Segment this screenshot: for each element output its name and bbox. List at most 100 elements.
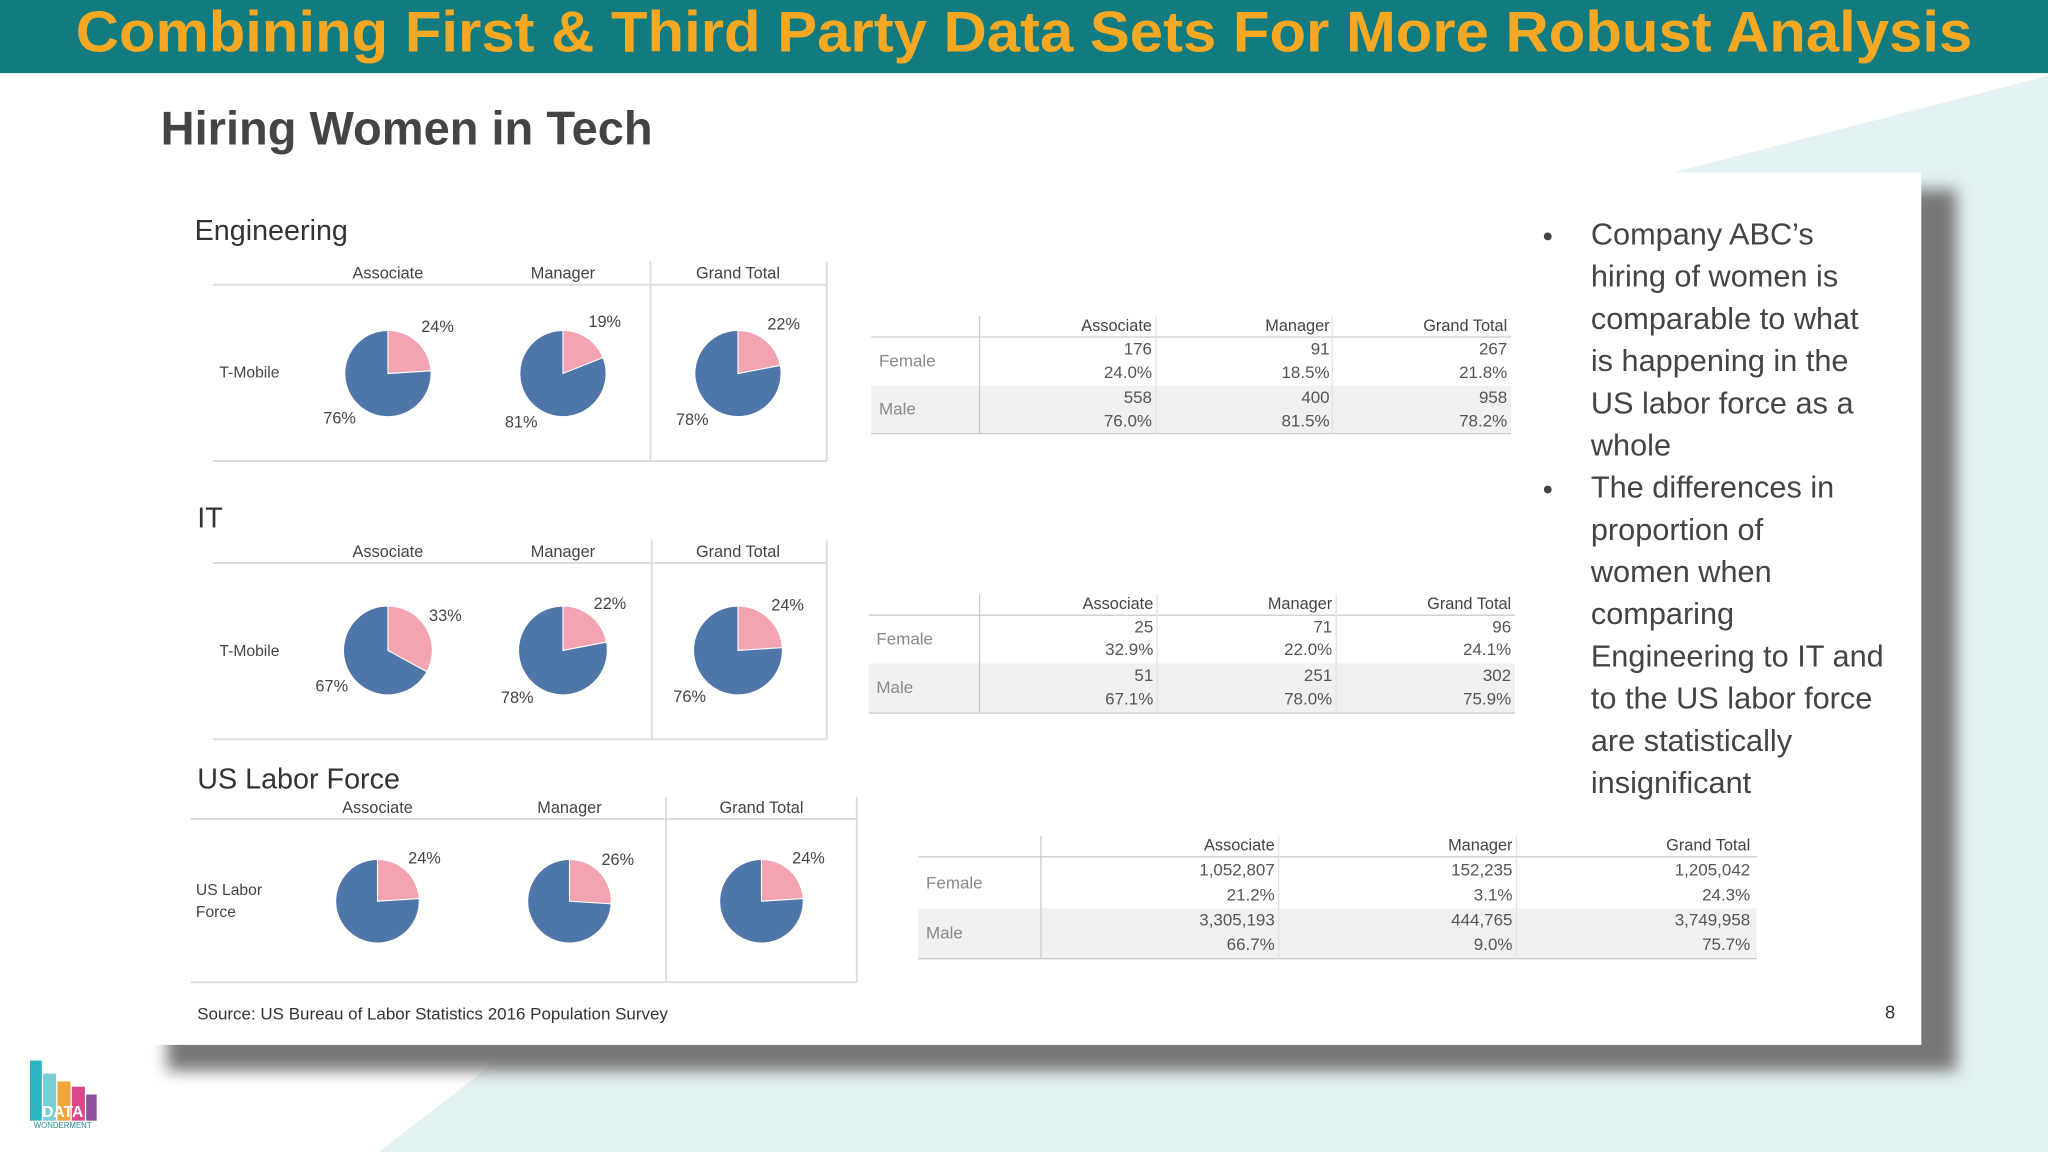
table-cell: 75.9% bbox=[1463, 690, 1511, 709]
table-cell: 267 bbox=[1479, 340, 1507, 359]
table-cell: 21.2% bbox=[1227, 885, 1275, 904]
table-cell: 176 bbox=[1124, 340, 1152, 359]
logo-bar bbox=[30, 1060, 42, 1121]
table-cell: 96 bbox=[1492, 618, 1511, 637]
bullet-text: Engineering to IT and bbox=[1591, 638, 1884, 673]
logo-bar bbox=[57, 1081, 71, 1121]
pie-label: 76% bbox=[673, 688, 706, 706]
table-cell: 3.1% bbox=[1474, 885, 1513, 904]
pie-slice-male bbox=[335, 858, 420, 944]
table-row-label: Male bbox=[876, 678, 913, 697]
pie-slice-male bbox=[344, 329, 432, 418]
bullet-text: comparing bbox=[1591, 596, 1734, 631]
pie-slice-female bbox=[562, 329, 604, 375]
bullet-text: are statistically bbox=[1591, 723, 1793, 758]
pie-slice-male bbox=[693, 605, 783, 696]
column-header: Manager bbox=[531, 543, 596, 561]
table-row-band bbox=[868, 663, 1516, 714]
bullet-dot bbox=[1543, 232, 1552, 241]
table-cell: 251 bbox=[1304, 666, 1332, 685]
pie-label: 78% bbox=[501, 689, 534, 707]
header-bar bbox=[0, 0, 2048, 74]
table-cell: 24.1% bbox=[1463, 640, 1511, 659]
pie-slice-male bbox=[518, 605, 608, 696]
pie-slice-female bbox=[568, 858, 612, 905]
pie-slice-female bbox=[737, 329, 781, 375]
table-cell: 3,749,958 bbox=[1675, 910, 1751, 929]
table-cell: 78.2% bbox=[1459, 411, 1507, 430]
column-header: Grand Total bbox=[696, 543, 780, 561]
table-cell: 152,235 bbox=[1451, 861, 1512, 880]
bullet-text: is happening in the bbox=[1591, 343, 1849, 378]
row-label: Force bbox=[196, 904, 236, 921]
table-header: Associate bbox=[1083, 595, 1154, 613]
pie-label: 24% bbox=[771, 596, 804, 614]
table-cell: 32.9% bbox=[1105, 640, 1153, 659]
pie-slice-male bbox=[343, 605, 428, 696]
pie-slice-female bbox=[376, 858, 420, 902]
column-header: Grand Total bbox=[696, 265, 780, 283]
table-row-band bbox=[871, 385, 1512, 434]
table-cell: 3,305,193 bbox=[1199, 910, 1275, 929]
bullet-text: proportion of bbox=[1591, 512, 1764, 547]
table-cell: 9.0% bbox=[1474, 935, 1513, 954]
table-cell: 1,205,042 bbox=[1675, 861, 1751, 880]
column-header: Manager bbox=[537, 799, 602, 817]
column-header: Associate bbox=[353, 265, 424, 283]
pie-label: 22% bbox=[594, 595, 627, 613]
table-cell: 21.8% bbox=[1459, 363, 1507, 382]
pie-slice-male bbox=[694, 329, 782, 418]
pie-slice-female bbox=[760, 858, 804, 902]
table-header: Manager bbox=[1265, 317, 1330, 335]
pie-label: 19% bbox=[588, 313, 621, 331]
bullet-text: The differences in bbox=[1591, 470, 1834, 505]
source: Source: US Bureau of Labor Statistics 20… bbox=[197, 1004, 668, 1023]
table-cell: 1,052,807 bbox=[1199, 861, 1275, 880]
bullet-text: women when bbox=[1590, 554, 1772, 589]
table-cell: 76.0% bbox=[1104, 411, 1152, 430]
pie-slice-male bbox=[527, 858, 612, 944]
pie-label: 24% bbox=[792, 850, 825, 868]
table-header: Manager bbox=[1448, 837, 1513, 855]
logo-tagline: WONDERMENT bbox=[34, 1121, 92, 1130]
pie-slice-female bbox=[562, 605, 608, 652]
table-cell: 25 bbox=[1134, 618, 1153, 637]
logo-name: DATA bbox=[42, 1104, 83, 1121]
column-header: Grand Total bbox=[719, 799, 803, 817]
table-row-label: Male bbox=[879, 400, 916, 419]
table-row-label: Female bbox=[926, 874, 983, 893]
column-header: Manager bbox=[531, 265, 596, 283]
table-cell: 22.0% bbox=[1284, 640, 1332, 659]
pie-label: 33% bbox=[429, 607, 462, 625]
bullet-dot bbox=[1543, 485, 1552, 494]
row-label: US Labor bbox=[196, 882, 262, 899]
table-cell: 71 bbox=[1313, 618, 1332, 637]
pie-label: 81% bbox=[505, 413, 538, 431]
bullet-text: to the US labor force bbox=[1591, 681, 1872, 716]
table-cell: 91 bbox=[1311, 340, 1330, 359]
table-cell: 78.0% bbox=[1284, 690, 1332, 709]
table-cell: 958 bbox=[1479, 388, 1507, 407]
logo-bar bbox=[71, 1086, 85, 1121]
pie-label: 76% bbox=[323, 410, 356, 428]
table-cell: 558 bbox=[1124, 388, 1152, 407]
table-cell: 444,765 bbox=[1451, 910, 1512, 929]
table-cell: 400 bbox=[1301, 388, 1329, 407]
bullet-text: Company ABC’s bbox=[1591, 217, 1814, 252]
pie-slice-female bbox=[387, 605, 433, 673]
subtitle: Hiring Women in Tech bbox=[161, 101, 653, 154]
pie-slice-male bbox=[519, 329, 607, 418]
column-header: Associate bbox=[342, 799, 413, 817]
section-title: IT bbox=[197, 502, 223, 534]
row-label: T-Mobile bbox=[219, 643, 279, 660]
table-header: Manager bbox=[1268, 595, 1333, 613]
column-header: Associate bbox=[353, 543, 424, 561]
pie-label: 78% bbox=[676, 411, 709, 429]
table-row-label: Female bbox=[879, 351, 936, 370]
table-cell: 24.3% bbox=[1702, 885, 1750, 904]
section-title: US Labor Force bbox=[197, 764, 400, 796]
table-cell: 302 bbox=[1483, 666, 1511, 685]
bullet-text: whole bbox=[1590, 427, 1671, 462]
pie-label: 26% bbox=[601, 851, 634, 869]
